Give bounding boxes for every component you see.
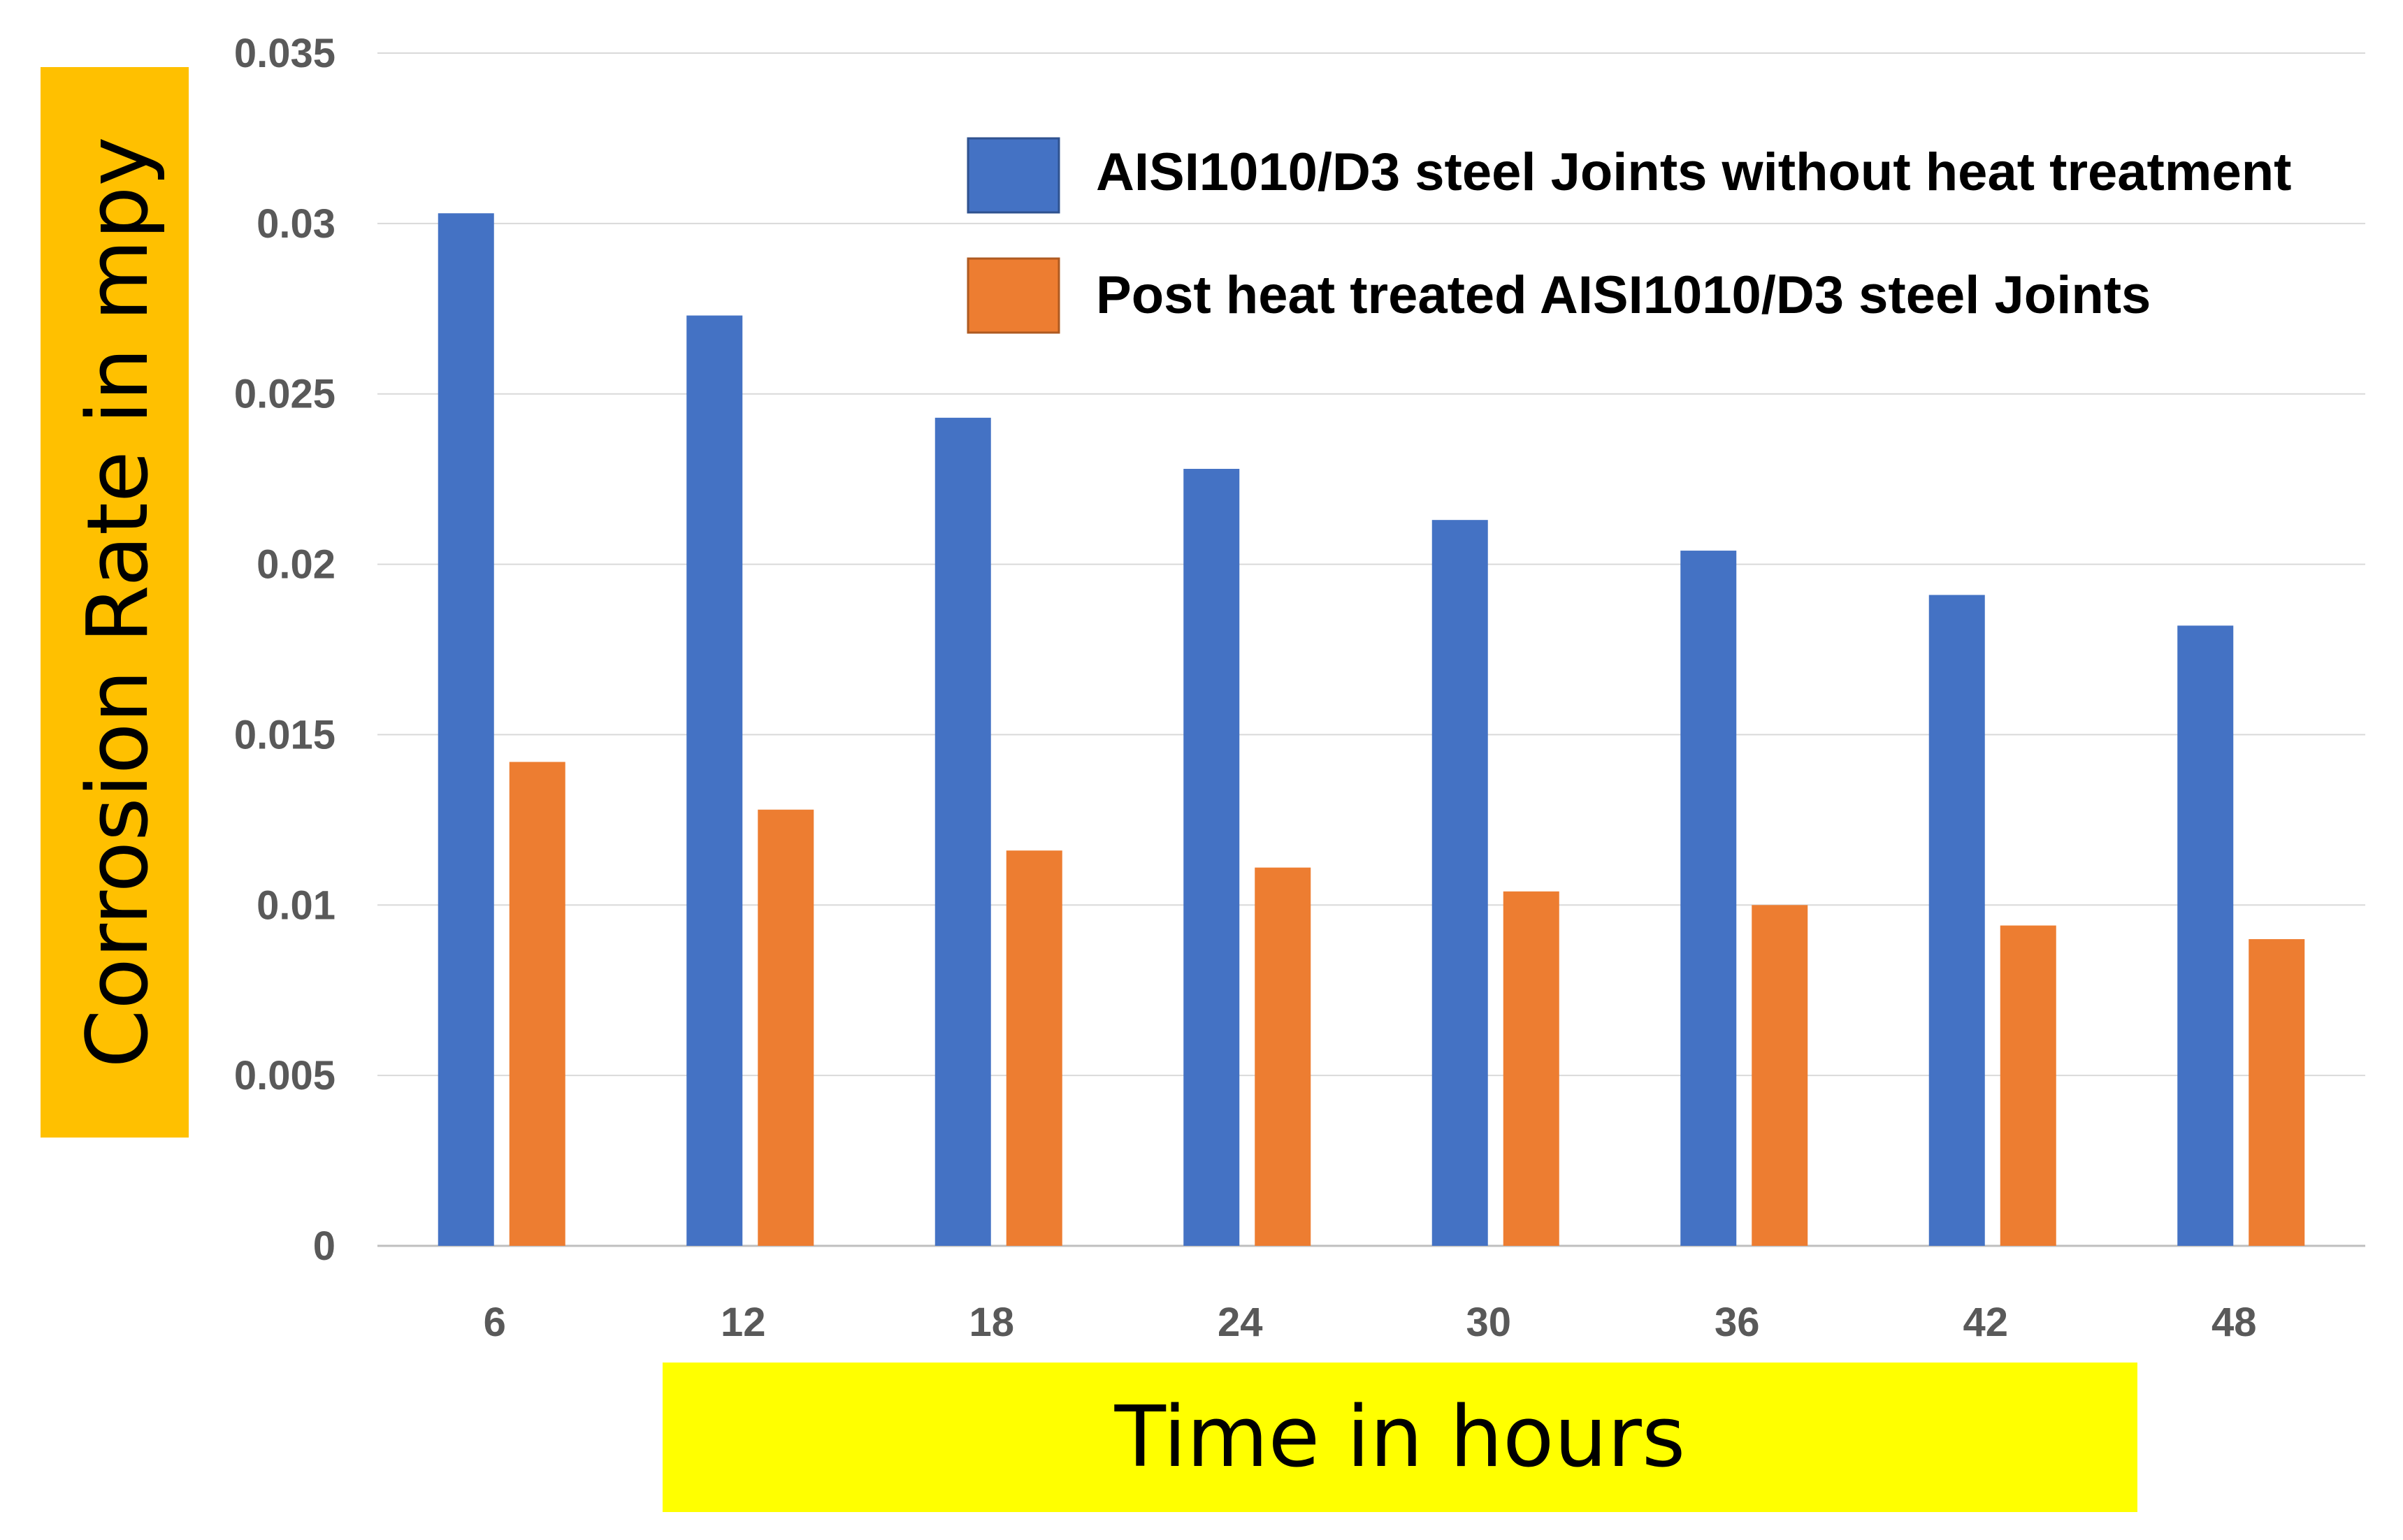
x-tick-label: 12 xyxy=(721,1300,766,1345)
x-tick-label: 36 xyxy=(1715,1300,1760,1345)
y-tick-label: 0.035 xyxy=(234,31,335,76)
y-tick-label: 0.03 xyxy=(257,201,335,247)
gridlines xyxy=(377,52,2365,1247)
y-tick-label: 0.015 xyxy=(234,712,335,757)
bar-post-heat-treated xyxy=(1503,891,1559,1246)
y-tick-labels: 0 0.005 0.01 0.015 0.02 0.025 0.03 0.035 xyxy=(234,31,335,1269)
y-tick-label: 0 xyxy=(313,1223,335,1269)
x-tick-label: 48 xyxy=(2211,1300,2257,1345)
bar-post-heat-treated xyxy=(1255,867,1311,1246)
bar-without-heat-treatment xyxy=(1928,595,1985,1246)
x-tick-label: 30 xyxy=(1466,1300,1511,1345)
bar-post-heat-treated xyxy=(2000,925,2056,1246)
bar-without-heat-treatment xyxy=(1680,551,1737,1246)
bar-post-heat-treated xyxy=(758,809,814,1246)
bar-without-heat-treatment xyxy=(438,213,494,1246)
bar-without-heat-treatment xyxy=(934,417,991,1247)
bar-without-heat-treatment xyxy=(1431,520,1488,1246)
bars xyxy=(438,213,2305,1247)
x-tick-label: 24 xyxy=(1218,1300,1263,1345)
legend-swatch-post-heat-treated xyxy=(967,257,1060,334)
y-axis-title: Corrosion Rate in mpy xyxy=(70,137,167,1068)
x-tick-labels: 6 12 18 24 30 36 42 48 xyxy=(484,1300,2257,1345)
x-tick-label: 6 xyxy=(484,1300,506,1345)
y-tick-label: 0.025 xyxy=(234,372,335,417)
bar-without-heat-treatment xyxy=(2177,625,2234,1246)
legend-swatch-without-heat-treatment xyxy=(967,137,1060,214)
legend-label-without-heat-treatment: AISI1010/D3 steel Joints without heat tr… xyxy=(1096,143,2291,202)
legend: AISI1010/D3 steel Joints without heat tr… xyxy=(967,137,2291,334)
bar-post-heat-treated xyxy=(1752,905,1808,1246)
y-tick-label: 0.02 xyxy=(257,542,335,588)
bar-post-heat-treated xyxy=(1006,850,1062,1246)
x-axis-title: Time in hours xyxy=(1114,1389,1686,1486)
bar-without-heat-treatment xyxy=(686,315,743,1246)
y-axis-title-background xyxy=(41,67,189,1138)
x-tick-label: 42 xyxy=(1963,1300,2008,1345)
bar-post-heat-treated xyxy=(509,762,565,1246)
y-tick-label: 0.01 xyxy=(257,882,335,928)
legend-label-post-heat-treated: Post heat treated AISI1010/D3 steel Join… xyxy=(1096,266,2151,325)
bar-without-heat-treatment xyxy=(1183,469,1240,1246)
bar-post-heat-treated xyxy=(2249,939,2305,1246)
y-tick-label: 0.005 xyxy=(234,1053,335,1098)
x-axis-title-background xyxy=(663,1363,2137,1512)
x-tick-label: 18 xyxy=(969,1300,1014,1345)
